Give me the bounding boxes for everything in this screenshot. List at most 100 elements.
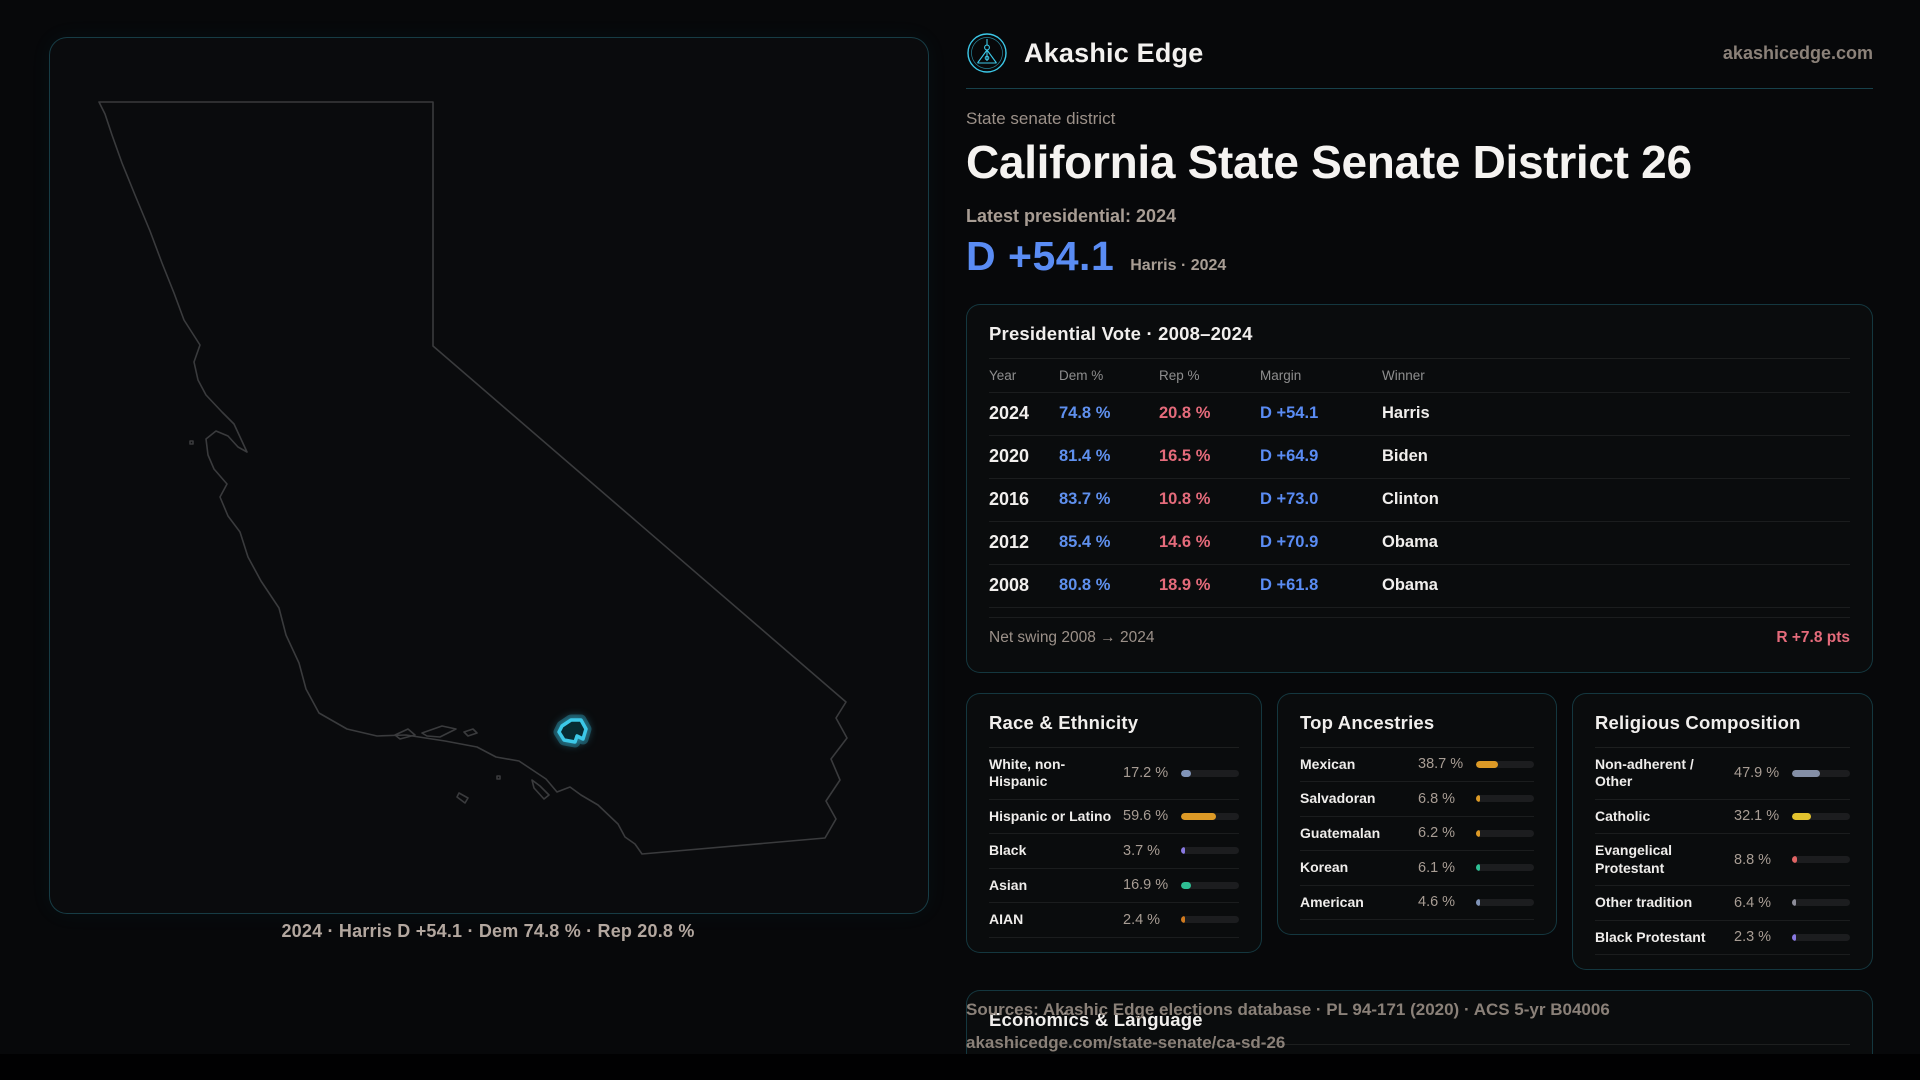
- mini-bar-track: [1792, 769, 1850, 777]
- demographic-value: 4.6 %: [1418, 894, 1456, 911]
- district-kicker: State senate district: [966, 109, 1116, 128]
- panel-title: Top Ancestries: [1300, 711, 1435, 733]
- permalink[interactable]: akashicedge.com/state-senate/ca-sd-26: [966, 1033, 1286, 1052]
- mini-bar-fill: [1792, 812, 1811, 820]
- demographic-row: Evangelical Protestant 8.8 %: [1595, 834, 1850, 887]
- margin-value: D +54.1: [966, 232, 1115, 279]
- cell-margin: D +61.8: [1260, 576, 1319, 595]
- cell-year: 2024: [989, 403, 1030, 424]
- religion-rows: Non-adherent / Other 47.9 % Catholic 32.1 %…: [1595, 748, 1850, 956]
- mini-bar-track: [1181, 916, 1239, 924]
- district-marker[interactable]: [557, 718, 588, 744]
- headline-margin: D +54.1 Harris · 2024: [966, 233, 1873, 280]
- cell-winner: Obama: [1382, 576, 1438, 595]
- demographic-value: 17.2 %: [1123, 765, 1169, 782]
- demographic-row: American 4.6 %: [1300, 886, 1534, 921]
- mini-bar-fill: [1181, 916, 1185, 924]
- presidential-vote-panel: Presidential Vote · 2008–2024 Year Dem % R…: [966, 303, 1873, 673]
- cell-year: 2016: [989, 489, 1030, 510]
- table-header-row: Year Dem % Rep % Margin Winner: [989, 359, 1850, 393]
- island-dot: [496, 775, 501, 780]
- race-ethnicity-panel: Race & Ethnicity White, non-Hispanic 17.2…: [966, 692, 1262, 953]
- detail-column: Akashic Edge akashicedge.com State senat…: [966, 30, 1873, 1080]
- net-swing-value: R +7.8 pts: [1776, 628, 1850, 646]
- cell-winner: Harris: [1382, 404, 1430, 423]
- mini-bar-track: [1792, 856, 1850, 864]
- mini-bar-fill: [1181, 769, 1191, 777]
- mini-bar-track: [1476, 898, 1534, 906]
- demographic-label: Guatemalan: [1300, 824, 1381, 841]
- demographic-label: Mexican: [1300, 755, 1356, 772]
- demographics-row: Race & Ethnicity White, non-Hispanic 17.2…: [966, 692, 1873, 971]
- panel-title: Religious Composition: [1595, 711, 1801, 733]
- cell-margin: D +54.1: [1260, 404, 1319, 423]
- brand-domain-link[interactable]: akashicedge.com: [1722, 42, 1873, 63]
- cell-rep-pct: 16.5 %: [1159, 447, 1211, 466]
- demographic-row: Asian 16.9 %: [989, 869, 1239, 904]
- divider: [989, 357, 1850, 359]
- demographic-row: White, non-Hispanic 17.2 %: [989, 748, 1239, 800]
- mini-bar-fill: [1181, 847, 1185, 855]
- demographic-value: 47.9 %: [1734, 765, 1780, 782]
- demographic-value: 2.3 %: [1734, 929, 1772, 946]
- panel-title: Economics & Language: [989, 1009, 1203, 1031]
- demographic-row: Guatemalan 6.2 %: [1300, 817, 1534, 852]
- demographic-row: Korean 6.1 %: [1300, 851, 1534, 886]
- pv-column-header: Rep %: [1159, 367, 1200, 383]
- mini-bar-track: [1181, 847, 1239, 855]
- mini-bar-fill: [1476, 898, 1480, 906]
- margin-context: Harris · 2024: [1130, 256, 1227, 274]
- net-swing-row: Net swing 2008 → 2024 R +7.8 pts: [989, 616, 1850, 658]
- cell-year: 2012: [989, 532, 1030, 553]
- pv-column-header: Winner: [1382, 367, 1425, 383]
- demographic-value: 38.7 %: [1418, 756, 1464, 773]
- demographic-label: Non-adherent / Other: [1595, 755, 1694, 790]
- race-rows: White, non-Hispanic 17.2 % Hispanic or Lat…: [989, 748, 1239, 938]
- demographic-row: Catholic 32.1 %: [1595, 800, 1850, 835]
- demographic-row: Mexican 38.7 %: [1300, 748, 1534, 783]
- net-swing-label: Net swing 2008 → 2024: [989, 628, 1155, 646]
- mini-bar-track: [1476, 864, 1534, 872]
- table-row: 2008 80.8 % 18.9 % D +61.8 Obama: [989, 565, 1850, 608]
- akashic-edge-logo-icon: [966, 32, 1008, 74]
- ancestry-rows: Mexican 38.7 % Salvadoran 6.8 % Guatemalan 6.…: [1300, 748, 1534, 921]
- mini-bar-fill: [1476, 760, 1499, 768]
- channel-islands: [394, 725, 550, 804]
- demographic-label: Hispanic or Latino: [989, 807, 1112, 824]
- cell-rep-pct: 10.8 %: [1159, 490, 1211, 509]
- cell-rep-pct: 14.6 %: [1159, 533, 1211, 552]
- header-divider: [966, 88, 1873, 89]
- demographic-row: Hispanic or Latino 59.6 %: [989, 800, 1239, 835]
- demographic-row: Black Protestant 2.3 %: [1595, 921, 1850, 956]
- mini-bar-track: [1792, 933, 1850, 941]
- pv-column-header: Margin: [1260, 367, 1302, 383]
- demographic-label: Other tradition: [1595, 894, 1693, 911]
- table-row: 2020 81.4 % 16.5 % D +64.9 Biden: [989, 436, 1850, 479]
- demographic-row: Non-adherent / Other 47.9 %: [1595, 748, 1850, 800]
- divider: [1300, 746, 1534, 748]
- mini-bar-fill: [1476, 795, 1480, 803]
- cell-dem-pct: 74.8 %: [1059, 404, 1111, 423]
- mini-bar-track: [1792, 812, 1850, 820]
- california-map: [98, 101, 848, 855]
- farallon-dot: [189, 440, 194, 445]
- cell-winner: Obama: [1382, 533, 1438, 552]
- map-caption: 2024 · Harris D +54.1 · Dem 74.8 % · Rep…: [281, 921, 695, 941]
- page-title: California State Senate District 26: [966, 136, 1692, 188]
- cell-dem-pct: 85.4 %: [1059, 533, 1111, 552]
- divider: [989, 746, 1239, 748]
- demographic-label: Asian: [989, 876, 1028, 893]
- mini-bar-fill: [1476, 829, 1480, 837]
- mini-bar-fill: [1476, 864, 1480, 872]
- panel-title: Presidential Vote · 2008–2024: [989, 322, 1253, 344]
- brand-name: Akashic Edge: [1024, 37, 1204, 68]
- cell-winner: Clinton: [1382, 490, 1439, 509]
- demographic-label: Salvadoran: [1300, 790, 1376, 807]
- pv-column-header: Dem %: [1059, 367, 1104, 383]
- mini-bar-track: [1181, 812, 1239, 820]
- cell-margin: D +64.9: [1260, 447, 1319, 466]
- sources-line: Sources: Akashic Edge elections database…: [966, 1000, 1610, 1019]
- demographic-value: 59.6 %: [1123, 808, 1169, 825]
- demographic-label: AIAN: [989, 911, 1024, 928]
- table-row: 2024 74.8 % 20.8 % D +54.1 Harris: [989, 393, 1850, 436]
